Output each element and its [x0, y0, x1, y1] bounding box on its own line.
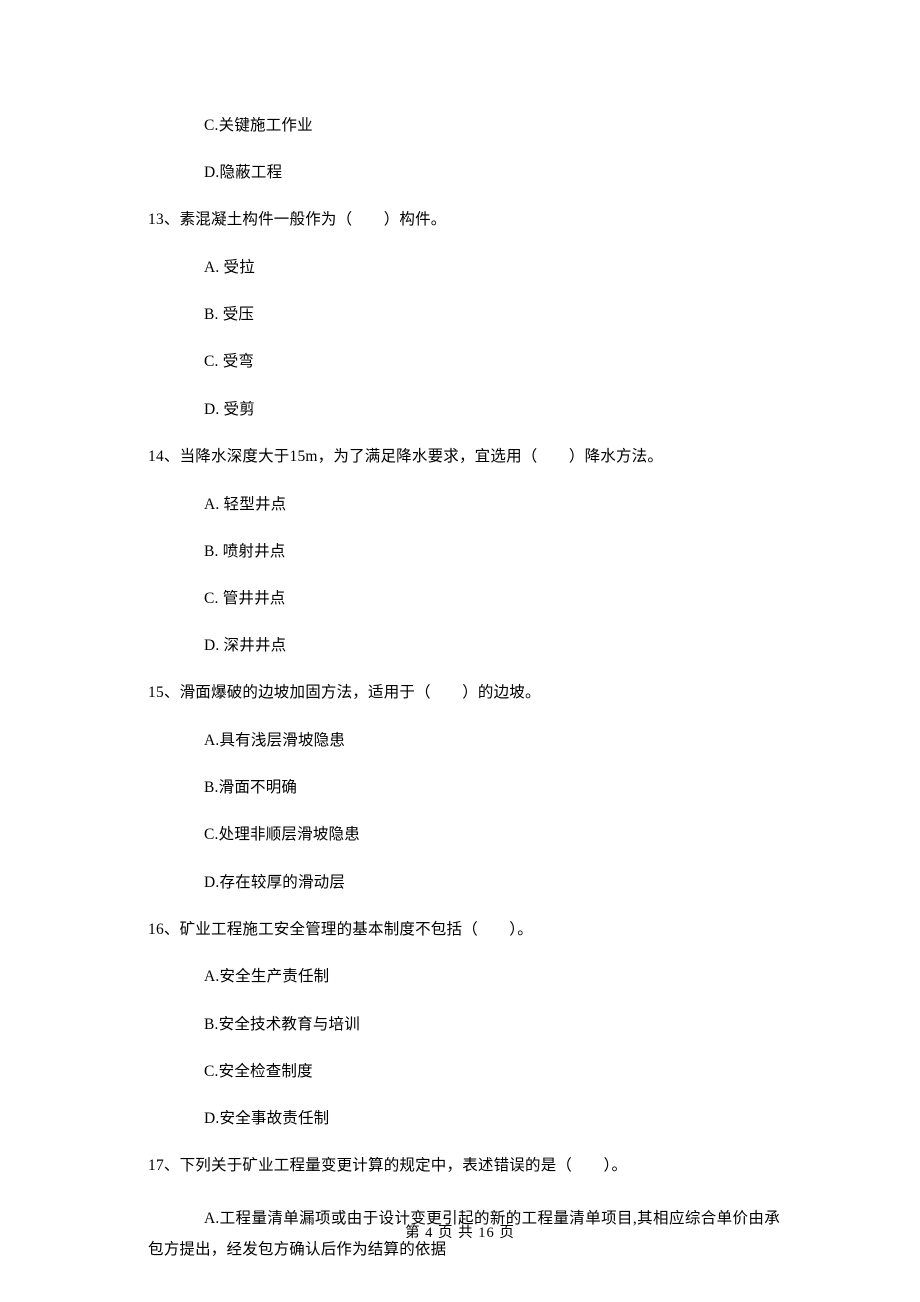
question-stem: 素混凝土构件一般作为（ ）构件。 [180, 211, 447, 228]
document-page: C.关键施工作业 D.隐蔽工程 13、素混凝土构件一般作为（ ）构件。 A. 受… [0, 0, 920, 1302]
question-15-option-c: C.处理非顺层滑坡隐患 [148, 824, 780, 846]
question-14-option-c: C. 管井井点 [148, 588, 780, 610]
question-14: 14、当降水深度大于15m，为了满足降水要求，宜选用（ ）降水方法。 [148, 446, 780, 468]
question-16-option-a: A.安全生产责任制 [148, 966, 780, 988]
question-15-option-a: A.具有浅层滑坡隐患 [148, 730, 780, 752]
question-number: 13、 [148, 211, 180, 228]
question-13-option-c: C. 受弯 [148, 351, 780, 373]
question-13-option-d: D. 受剪 [148, 399, 780, 421]
question-stem: 下列关于矿业工程量变更计算的规定中，表述错误的是（ ）。 [180, 1157, 628, 1174]
question-stem: 矿业工程施工安全管理的基本制度不包括（ ）。 [180, 921, 533, 938]
question-16-option-b: B.安全技术教育与培训 [148, 1014, 780, 1036]
question-17: 17、下列关于矿业工程量变更计算的规定中，表述错误的是（ ）。 [148, 1155, 780, 1177]
question-15-option-b: B.滑面不明确 [148, 777, 780, 799]
question-number: 17、 [148, 1157, 180, 1174]
question-16-option-d: D.安全事故责任制 [148, 1108, 780, 1130]
page-footer: 第 4 页 共 16 页 [0, 1221, 920, 1242]
question-15: 15、滑面爆破的边坡加固方法，适用于（ ）的边坡。 [148, 682, 780, 704]
question-stem: 滑面爆破的边坡加固方法，适用于（ ）的边坡。 [180, 684, 541, 701]
question-14-option-d: D. 深井井点 [148, 635, 780, 657]
question-number: 15、 [148, 684, 180, 701]
question-number: 14、 [148, 448, 180, 465]
question-14-option-b: B. 喷射井点 [148, 541, 780, 563]
orphan-option-d: D.隐蔽工程 [148, 162, 780, 184]
question-13-option-a: A. 受拉 [148, 257, 780, 279]
question-number: 16、 [148, 921, 180, 938]
question-stem: 当降水深度大于15m，为了满足降水要求，宜选用（ ）降水方法。 [180, 448, 663, 465]
question-16: 16、矿业工程施工安全管理的基本制度不包括（ ）。 [148, 919, 780, 941]
question-16-option-c: C.安全检查制度 [148, 1061, 780, 1083]
question-15-option-d: D.存在较厚的滑动层 [148, 872, 780, 894]
question-13-option-b: B. 受压 [148, 304, 780, 326]
question-14-option-a: A. 轻型井点 [148, 494, 780, 516]
orphan-option-c: C.关键施工作业 [148, 115, 780, 137]
question-13: 13、素混凝土构件一般作为（ ）构件。 [148, 209, 780, 231]
